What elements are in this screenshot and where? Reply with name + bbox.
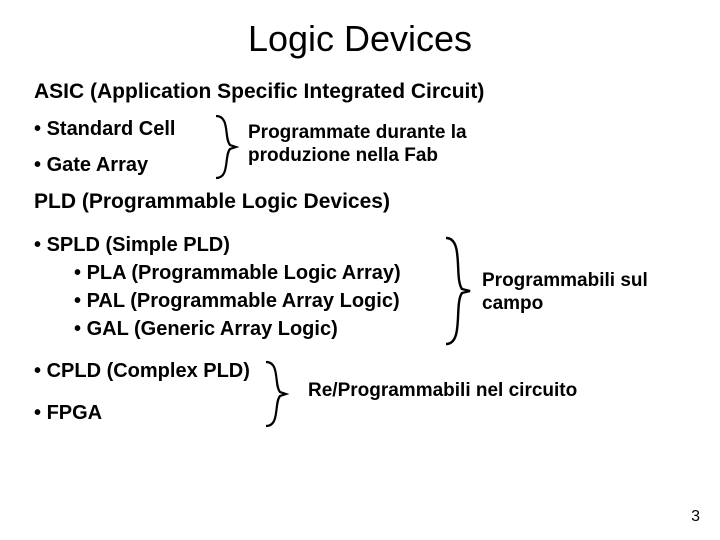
bullet-fpga: FPGA [34,402,102,425]
brace-icon [262,360,290,428]
cpld-annotation: Re/Programmabili nel circuito [308,380,648,403]
asic-annotation: Programmate durante la produzione nella … [248,122,508,168]
pld-heading: PLD (Programmable Logic Devices) [34,190,686,214]
asic-block: Standard Cell Gate Array Programmate dur… [34,114,686,184]
bullet-cpld: CPLD (Complex PLD) [34,360,250,383]
brace-icon [212,114,240,180]
spld-annotation: Programmabili sul campo [482,270,692,316]
page-number: 3 [691,508,700,526]
bullet-pal: PAL (Programmable Array Logic) [74,290,400,313]
brace-icon [442,236,474,346]
cpld-fpga-block: CPLD (Complex PLD) FPGA Re/Programmabili… [34,360,686,440]
bullet-spld: SPLD (Simple PLD) [34,234,230,257]
bullet-gate-array: Gate Array [34,154,148,177]
bullet-pla: PLA (Programmable Logic Array) [74,262,401,285]
bullet-gal: GAL (Generic Array Logic) [74,318,338,341]
slide-title: Logic Devices [34,18,686,60]
slide: Logic Devices ASIC (Application Specific… [0,0,720,540]
spld-block: SPLD (Simple PLD) PLA (Programmable Logi… [34,234,686,352]
asic-heading: ASIC (Application Specific Integrated Ci… [34,80,686,104]
bullet-standard-cell: Standard Cell [34,118,175,141]
